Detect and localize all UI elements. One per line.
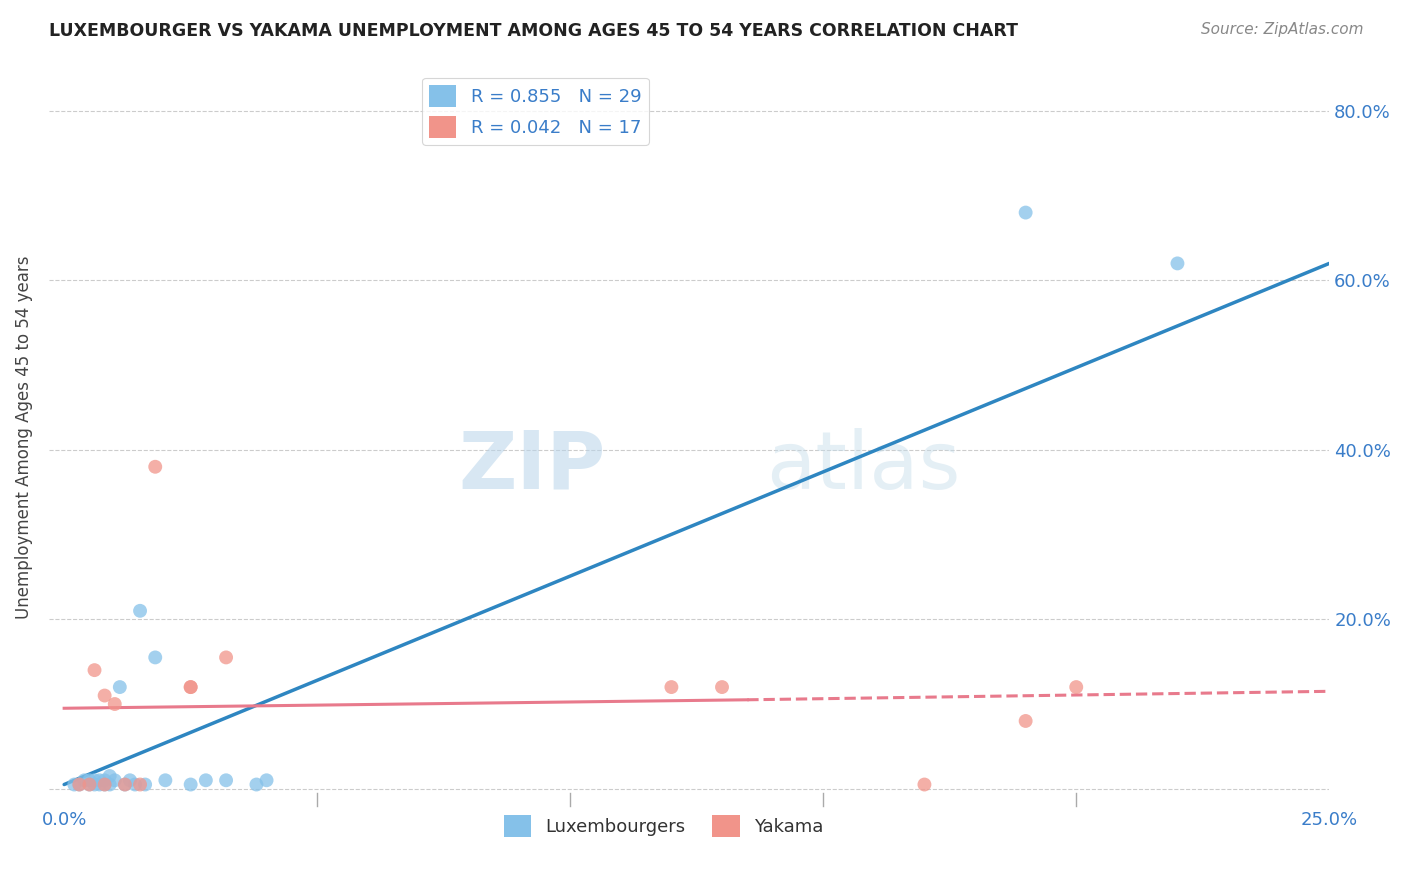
Point [63,778,86,792]
Point [661,680,683,694]
Point [89,773,111,788]
Point [256,773,278,788]
Point [83,773,105,788]
Point [143,459,166,474]
Text: Source: ZipAtlas.com: Source: ZipAtlas.com [1201,22,1364,37]
Point [118,773,141,788]
Point [83,663,105,677]
Point [79,778,101,792]
Point [215,773,238,788]
Point [73,773,96,788]
Point [180,680,202,694]
Point [114,778,136,792]
Point [79,773,101,788]
Point [1014,205,1036,219]
Point [143,650,166,665]
Point [194,773,217,788]
Point [98,778,121,792]
Point [93,773,115,788]
Point [129,778,152,792]
Text: atlas: atlas [766,427,960,506]
Point [134,778,156,792]
Point [67,778,90,792]
Point [83,778,105,792]
Point [124,778,146,792]
Legend: Luxembourgers, Yakama: Luxembourgers, Yakama [496,808,831,845]
Point [215,650,238,665]
Point [180,778,202,792]
Y-axis label: Unemployment Among Ages 45 to 54 years: Unemployment Among Ages 45 to 54 years [15,255,32,619]
Point [155,773,177,788]
Point [129,604,152,618]
Point [104,773,127,788]
Text: ZIP: ZIP [458,427,606,506]
Point [108,680,131,694]
Point [180,680,202,694]
Point [93,778,115,792]
Text: LUXEMBOURGER VS YAKAMA UNEMPLOYMENT AMONG AGES 45 TO 54 YEARS CORRELATION CHART: LUXEMBOURGER VS YAKAMA UNEMPLOYMENT AMON… [49,22,1018,40]
Point [1166,256,1188,270]
Point [98,769,121,783]
Point [1064,680,1087,694]
Point [711,680,734,694]
Point [245,778,267,792]
Point [93,689,115,703]
Point [104,697,127,711]
Point [114,778,136,792]
Point [93,778,115,792]
Point [67,778,90,792]
Point [1014,714,1036,728]
Point [89,778,111,792]
Point [912,778,935,792]
Point [79,778,101,792]
